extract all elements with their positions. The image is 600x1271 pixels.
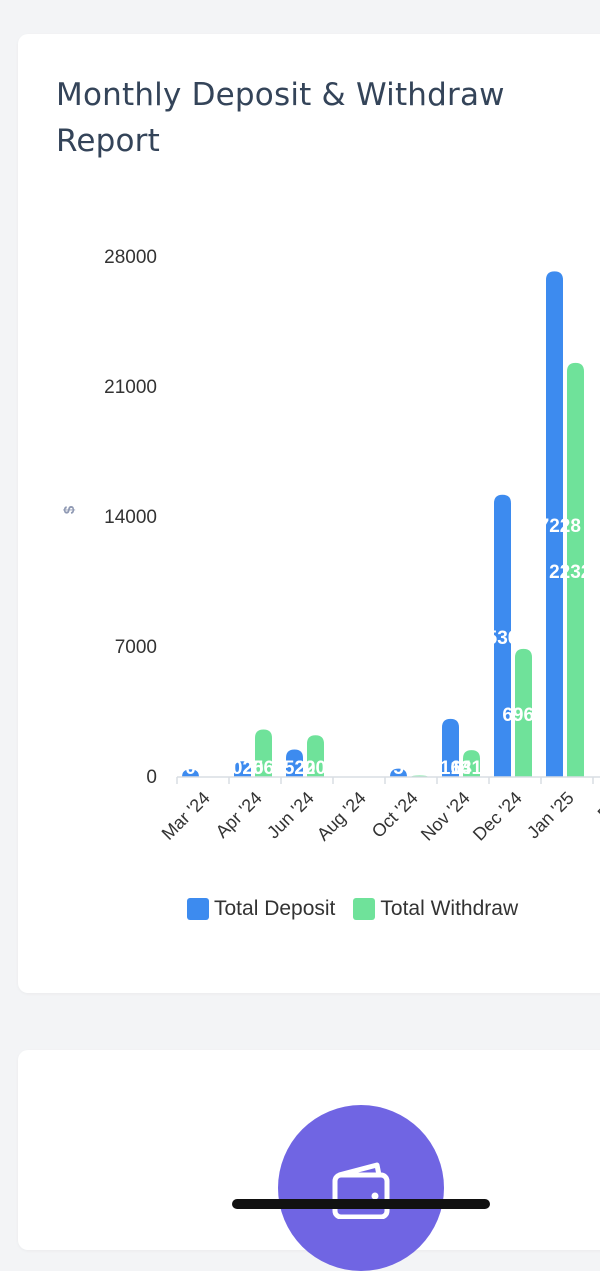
legend-label-deposit: Total Deposit [214, 897, 336, 920]
chart-legend: Total Deposit Total Withdraw [187, 897, 536, 921]
home-indicator [232, 1199, 490, 1209]
legend-swatch-withdraw [353, 898, 376, 920]
legend-label-withdraw: Total Withdraw [380, 897, 519, 920]
wallet-button[interactable] [278, 1105, 444, 1271]
wallet-icon [332, 1162, 390, 1219]
legend-item-total-deposit[interactable]: Total Deposit [187, 897, 335, 921]
legend-swatch-deposit [187, 898, 209, 920]
report-card: Monthly Deposit & Withdraw Report [18, 34, 600, 993]
legend-item-total-withdraw[interactable]: Total Withdraw [353, 897, 518, 921]
chart-title: Monthly Deposit & Withdraw Report [56, 77, 505, 159]
